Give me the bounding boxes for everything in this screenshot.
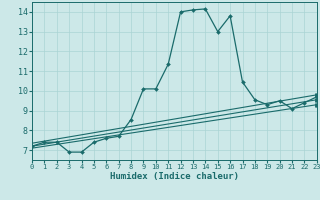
X-axis label: Humidex (Indice chaleur): Humidex (Indice chaleur) — [110, 172, 239, 181]
